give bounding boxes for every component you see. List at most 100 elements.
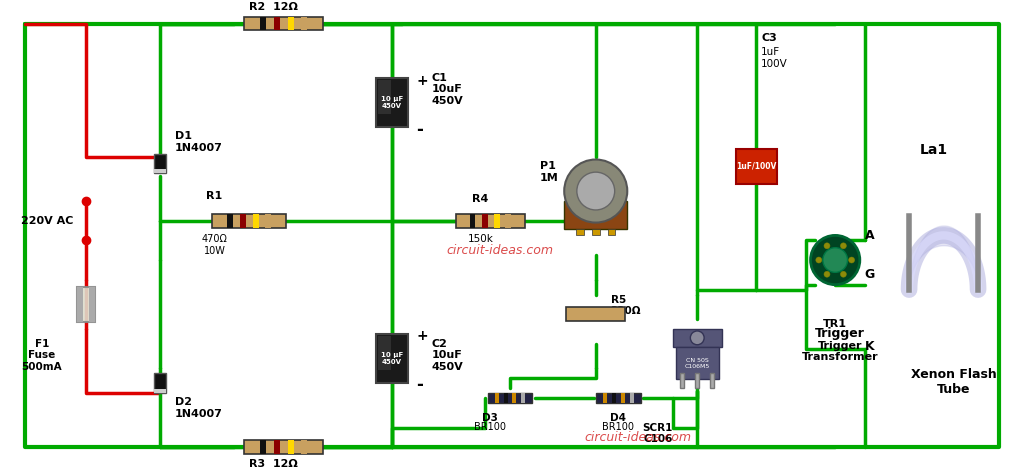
Bar [155, 154, 166, 173]
Circle shape [824, 243, 829, 249]
Text: Trigger: Trigger [815, 327, 865, 340]
Text: K: K [864, 340, 874, 353]
Text: 1uF
100V: 1uF 100V [761, 47, 788, 69]
Bar [253, 214, 259, 227]
Bar [630, 393, 634, 403]
Bar [78, 287, 83, 322]
Bar [676, 347, 719, 379]
Text: +: + [417, 329, 428, 343]
Text: R4: R4 [472, 194, 488, 204]
Bar [607, 229, 615, 235]
Bar [89, 287, 95, 322]
Bar [78, 287, 95, 322]
Bar [244, 16, 323, 31]
Text: F1
Fuse
500mA: F1 Fuse 500mA [22, 339, 62, 372]
Bar [735, 149, 777, 184]
Text: Trigger
Transformer: Trigger Transformer [802, 341, 879, 362]
Circle shape [811, 236, 860, 284]
Bar [592, 229, 600, 235]
Bar [155, 374, 166, 393]
Bar [260, 16, 266, 31]
Text: D4: D4 [610, 413, 627, 423]
Bar [212, 214, 286, 227]
Bar [240, 214, 246, 227]
Bar [155, 170, 166, 173]
Text: 1uF/100V: 1uF/100V [736, 162, 776, 171]
Bar [506, 214, 511, 227]
Bar [301, 440, 307, 454]
Text: CN 50S
C106M5: CN 50S C106M5 [685, 358, 710, 369]
Bar [226, 214, 232, 227]
Bar [470, 214, 475, 227]
Bar [681, 374, 684, 388]
Circle shape [577, 172, 614, 210]
Text: D2
1N4007: D2 1N4007 [175, 397, 223, 419]
Circle shape [824, 271, 829, 277]
Bar [512, 393, 516, 403]
Bar [673, 329, 722, 347]
Bar [566, 307, 626, 321]
Text: 220V AC: 220V AC [20, 216, 73, 226]
Text: TR1: TR1 [823, 319, 847, 329]
Bar [603, 393, 607, 403]
Bar [564, 201, 628, 229]
Bar [288, 16, 295, 31]
Text: D1
1N4007: D1 1N4007 [175, 131, 223, 153]
Bar [274, 16, 281, 31]
Bar [274, 440, 281, 454]
Bar [155, 389, 166, 393]
Bar [495, 393, 499, 403]
Bar [695, 374, 699, 388]
Circle shape [841, 271, 847, 277]
Bar [612, 393, 616, 403]
Bar [521, 393, 525, 403]
Text: 150k: 150k [468, 235, 494, 244]
Text: D3: D3 [482, 413, 499, 423]
Bar [265, 214, 271, 227]
Bar [487, 393, 532, 403]
Text: C1
10uF
450V: C1 10uF 450V [431, 73, 463, 106]
Text: 10 µF
450V: 10 µF 450V [381, 96, 402, 109]
Text: circuit-ideas.com: circuit-ideas.com [585, 431, 691, 444]
Bar [710, 374, 714, 388]
Bar [495, 214, 500, 227]
Bar [288, 440, 295, 454]
Bar [456, 214, 525, 227]
Bar [378, 80, 390, 114]
Text: SCR1
C106: SCR1 C106 [643, 422, 673, 444]
Bar [577, 229, 584, 235]
Text: Xenon Flash
Tube: Xenon Flash Tube [910, 368, 996, 397]
Text: -: - [417, 376, 423, 394]
Text: circuit-ideas.com: circuit-ideas.com [446, 244, 554, 257]
Text: R5
330Ω: R5 330Ω [610, 294, 641, 316]
Bar [482, 214, 487, 227]
Text: R3  12Ω: R3 12Ω [249, 459, 298, 469]
Text: +: + [417, 73, 428, 88]
Bar [621, 393, 625, 403]
Text: C3: C3 [761, 33, 777, 43]
Circle shape [816, 257, 821, 263]
Text: BR100: BR100 [602, 422, 635, 431]
Text: BR100: BR100 [474, 422, 506, 431]
Bar [244, 440, 323, 454]
Text: P1
1M: P1 1M [540, 162, 558, 183]
Bar [596, 393, 641, 403]
Bar [378, 336, 390, 370]
Text: R2  12Ω: R2 12Ω [249, 2, 298, 12]
Text: A: A [864, 229, 874, 242]
Circle shape [690, 331, 705, 345]
Bar [504, 393, 508, 403]
Text: 470Ω
10W: 470Ω 10W [202, 235, 227, 256]
Circle shape [841, 243, 847, 249]
Text: La1: La1 [920, 143, 948, 156]
Text: R1: R1 [206, 191, 222, 201]
Circle shape [849, 257, 855, 263]
Text: C2
10uF
450V: C2 10uF 450V [431, 339, 463, 372]
Text: G: G [864, 268, 874, 281]
Bar [301, 16, 307, 31]
Bar [260, 440, 266, 454]
Circle shape [823, 248, 848, 272]
Text: 10 µF
450V: 10 µF 450V [381, 352, 402, 365]
Text: -: - [417, 121, 423, 139]
Circle shape [564, 160, 628, 223]
